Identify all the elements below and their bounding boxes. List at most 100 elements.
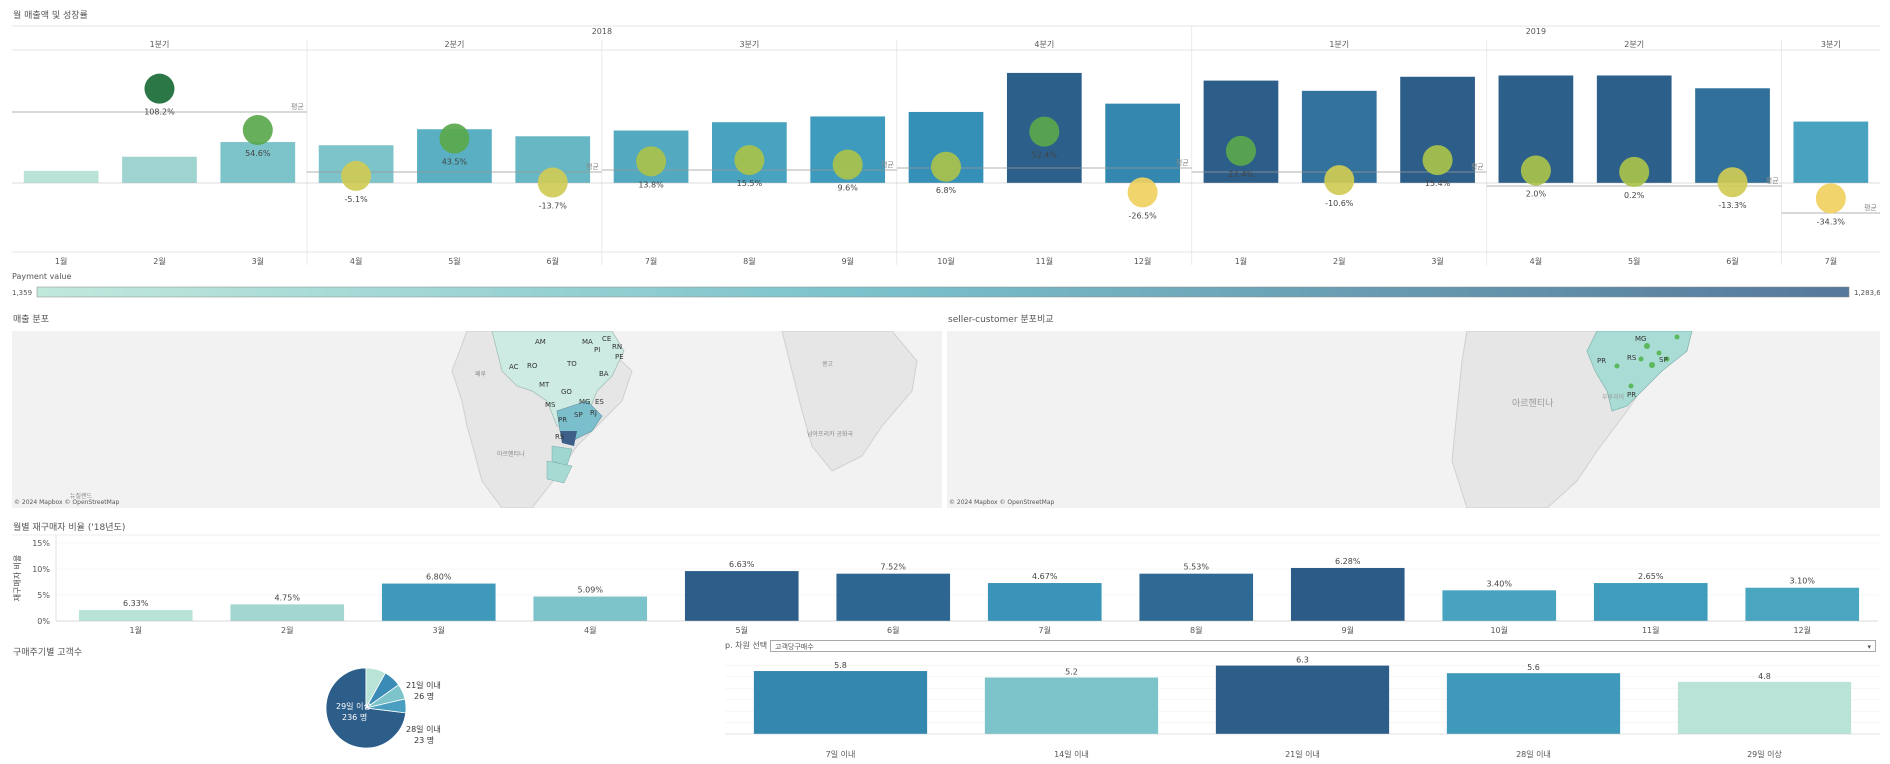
repurchase-month-label: 2월 xyxy=(281,625,293,635)
state-label-mg: MG xyxy=(579,398,590,406)
month-label: 3월 xyxy=(252,256,264,266)
purchase-count-data-label: 4.8 xyxy=(1758,672,1771,681)
repurchase-data-label: 4.75% xyxy=(275,593,301,602)
place-label-peru: 페루 xyxy=(475,370,487,378)
average-label: 평균 xyxy=(881,160,894,169)
state-label-to: TO xyxy=(566,360,577,368)
growth-circle xyxy=(341,160,372,191)
seller-customer-map[interactable]: PR RS MG SP PR 아르헨티나 우루과이 © 2024 Mapbox … xyxy=(947,331,1880,508)
state-label-rs: RS xyxy=(555,433,565,441)
repurchase-bar xyxy=(1593,583,1708,621)
purchase-count-data-label: 5.2 xyxy=(1065,668,1078,677)
quarter-label: 3분기 xyxy=(739,40,759,49)
right-place-argentina: 아르헨티나 xyxy=(1512,397,1553,409)
state-label-mt: MT xyxy=(539,381,550,389)
average-label: 평균 xyxy=(1176,158,1189,167)
month-label: 6월 xyxy=(1726,256,1738,266)
year-label: 2019 xyxy=(1526,27,1546,36)
map-left-title: 매출 분포 xyxy=(13,315,49,325)
state-label-pi: PI xyxy=(594,346,600,354)
average-label: 평균 xyxy=(1471,162,1484,171)
repurchase-month-label: 12월 xyxy=(1793,625,1811,635)
repurchase-month-label: 7월 xyxy=(1039,625,1051,635)
purchase-count-category-label: 29일 이상 xyxy=(1747,749,1782,759)
sales-bar xyxy=(122,156,197,183)
month-label: 12월 xyxy=(1134,256,1152,266)
purchase-count-bar xyxy=(1215,665,1390,734)
growth-label: -13.3% xyxy=(1718,201,1747,210)
month-label: 10월 xyxy=(937,256,955,266)
growth-circle xyxy=(636,146,667,177)
sales-bar xyxy=(1793,121,1869,183)
repurchase-ratio-chart: 0% 5% 10% 15% 재구매자 비율 6.33% 1월 4.75% 2월 6.80% 3월 5.… xyxy=(12,534,1880,635)
repurchase-month-label: 3월 xyxy=(433,625,445,635)
repurchase-data-label: 6.80% xyxy=(426,573,452,582)
purchase-count-category-label: 28일 이내 xyxy=(1516,749,1551,759)
right-state-label-rs: RS xyxy=(1627,354,1637,362)
state-label-ba: BA xyxy=(599,370,609,378)
y-tick-label: 15% xyxy=(32,539,50,548)
growth-circle xyxy=(931,151,961,182)
chevron-down-icon: ▾ xyxy=(1867,643,1871,651)
purchase-count-bar xyxy=(753,671,928,734)
month-label: 5월 xyxy=(448,256,460,266)
dimension-select-value: 고객당구매수 xyxy=(775,643,814,651)
growth-label: 52.4% xyxy=(1032,151,1058,160)
pie-callout-count: 236 명 xyxy=(342,712,367,722)
month-label: 7월 xyxy=(645,256,657,266)
repurchase-bar xyxy=(78,610,193,621)
growth-label: 27.4% xyxy=(1228,170,1254,179)
pie-slice xyxy=(365,698,407,714)
repurchase-data-label: 6.33% xyxy=(123,599,149,608)
growth-circle xyxy=(439,123,470,154)
growth-label: 43.5% xyxy=(442,158,468,167)
y-tick-label: 10% xyxy=(32,565,50,574)
quarter-label: 1분기 xyxy=(150,40,170,49)
repurchase-bar xyxy=(684,571,799,621)
right-state-label-pr2: PR xyxy=(1627,391,1636,399)
legend-title: Payment value xyxy=(12,272,72,281)
right-state-label-pr: PR xyxy=(1597,357,1606,365)
growth-circle xyxy=(537,167,568,198)
year-label: 2018 xyxy=(592,27,612,36)
pie-callout-count: 23 명 xyxy=(414,735,434,745)
growth-circle xyxy=(734,145,765,176)
right-state-label-sp: SP xyxy=(1659,356,1668,364)
growth-circle xyxy=(1029,116,1060,147)
purchase-count-data-label: 6.3 xyxy=(1296,656,1309,665)
growth-circle xyxy=(832,149,863,180)
purchase-count-bar xyxy=(1677,681,1852,734)
repurchase-bar xyxy=(836,573,951,621)
payment-value-legend: 1,359 1,283,636 xyxy=(12,286,1880,298)
average-label: 평균 xyxy=(586,162,599,171)
purchase-count-category-label: 21일 이내 xyxy=(1285,749,1320,759)
legend-min: 1,359 xyxy=(12,289,32,297)
quarter-label: 1분기 xyxy=(1329,40,1349,49)
month-label: 1월 xyxy=(1235,256,1247,266)
growth-label: 108.2% xyxy=(144,108,175,117)
y-axis-label: 재구매자 비율 xyxy=(13,555,22,602)
filter-label: p. 차원 선택 xyxy=(725,641,768,650)
quarter-label: 4분기 xyxy=(1034,40,1054,49)
repurchase-bar xyxy=(987,583,1102,621)
growth-circle xyxy=(1422,145,1453,176)
repurchase-bar xyxy=(1139,573,1254,621)
repurchase-bar xyxy=(1745,587,1860,621)
repurchase-data-label: 6.63% xyxy=(729,560,755,569)
place-label-south-africa: 남아프리카 공화국 xyxy=(807,430,854,438)
y-tick-label: 5% xyxy=(37,591,50,600)
growth-circle xyxy=(1225,135,1256,166)
growth-label: 0.2% xyxy=(1624,191,1645,200)
dimension-select[interactable]: 고객당구매수 ▾ xyxy=(770,640,1876,652)
sales-bar xyxy=(220,142,296,183)
repurchase-data-label: 5.53% xyxy=(1184,563,1210,572)
growth-label: 2.0% xyxy=(1526,189,1547,198)
purchase-count-bar xyxy=(1446,673,1621,734)
state-label-rj: RJ xyxy=(590,409,597,417)
repurchase-data-label: 4.67% xyxy=(1032,572,1058,581)
sales-distribution-map[interactable]: AM AC RO MT GO MS MG ES PR SP RJ RS BA T… xyxy=(12,331,942,508)
purchase-count-data-label: 5.8 xyxy=(834,661,847,670)
growth-circle xyxy=(1815,183,1846,214)
legend-gradient xyxy=(36,286,1850,298)
